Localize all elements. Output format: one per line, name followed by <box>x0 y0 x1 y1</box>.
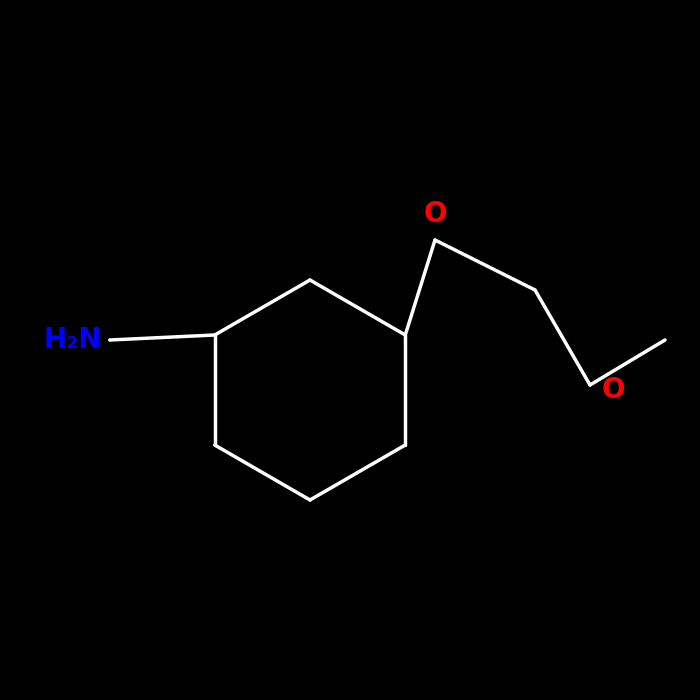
Text: H₂N: H₂N <box>43 326 102 354</box>
Text: O: O <box>602 376 626 404</box>
Text: O: O <box>424 200 447 228</box>
